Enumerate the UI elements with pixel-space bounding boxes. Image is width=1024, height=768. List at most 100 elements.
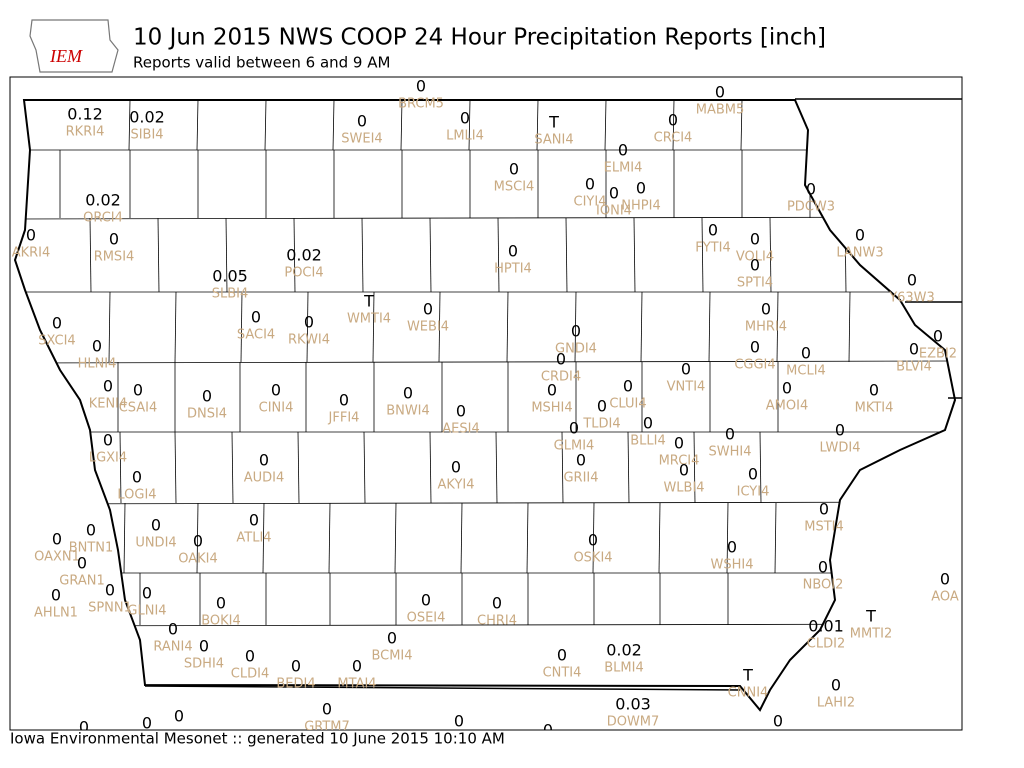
station-id: LANW3 — [836, 246, 883, 261]
station-id: OAKI4 — [178, 552, 218, 567]
county-line — [306, 291, 309, 363]
station-value: 0 — [352, 657, 362, 676]
county-line — [759, 431, 762, 504]
state-borders — [144, 98, 962, 691]
station-value: 0 — [304, 313, 314, 332]
station-value: 0 — [636, 179, 646, 198]
station-value: 0 — [819, 500, 829, 519]
station-value: 0 — [835, 421, 845, 440]
station-id: MABM5 — [696, 103, 745, 118]
county-line — [225, 217, 228, 293]
station-value: 0 — [727, 538, 737, 557]
station-value: 0 — [52, 530, 62, 549]
county-line — [240, 291, 243, 363]
county-line — [400, 100, 403, 151]
station-id: MHRI4 — [745, 320, 787, 335]
station-value: 0 — [193, 532, 203, 551]
county-line — [726, 502, 729, 574]
station-id: SXCI4 — [38, 334, 75, 349]
station-value: 0 — [933, 327, 943, 346]
station-id: FYTI4 — [695, 241, 730, 256]
station-id: SWHI4 — [709, 445, 752, 460]
county-line — [128, 100, 131, 151]
station-id: MCLI4 — [786, 364, 826, 379]
station-id: CINI4 — [259, 401, 294, 416]
station-id: SANI4 — [534, 133, 573, 148]
station-id: DOWM7 — [607, 715, 660, 730]
station-value: 0 — [202, 387, 212, 406]
station-id: LMLI4 — [446, 129, 484, 144]
station-value: 0.02 — [606, 641, 642, 660]
station-id: RKRI4 — [66, 125, 105, 140]
county-line — [526, 502, 529, 574]
county-line — [574, 291, 577, 363]
county-line — [157, 217, 160, 293]
station-id: LOGI4 — [117, 488, 156, 503]
map-frame — [9, 76, 963, 731]
station-id: BLVI4 — [896, 360, 932, 375]
county-line — [361, 217, 364, 293]
county-line — [604, 100, 607, 151]
station-id: WLBI4 — [663, 481, 704, 496]
station-value: 0 — [249, 511, 259, 530]
station-value: 0 — [26, 226, 36, 245]
station-id: GLMI4 — [554, 439, 595, 454]
station-value: 0 — [339, 391, 349, 410]
station-id: SDHI4 — [184, 657, 224, 672]
station-value: T — [363, 292, 374, 311]
station-value: 0 — [557, 646, 567, 665]
station-id: CLUI4 — [609, 397, 646, 412]
county-line — [15, 501, 955, 505]
station-value: 0 — [750, 256, 760, 275]
station-value: 0 — [271, 381, 281, 400]
station-id: SPTI4 — [737, 276, 773, 291]
station-value: 0 — [750, 230, 760, 249]
station-value: 0 — [618, 141, 628, 160]
station-value: 0 — [174, 707, 184, 726]
county-line — [693, 431, 696, 504]
county-line — [174, 431, 177, 504]
station-id: BRCM5 — [398, 97, 444, 112]
station-id: VNTI4 — [667, 380, 706, 395]
station-value: 0 — [909, 340, 919, 359]
station-id: WMTI4 — [347, 312, 391, 327]
station-id: MKTI4 — [855, 401, 894, 416]
station-id: POCI4 — [284, 266, 323, 281]
station-id: NBOI2 — [803, 578, 844, 593]
station-id: SLBI4 — [212, 287, 249, 302]
station-id: WEBI4 — [407, 320, 449, 335]
station-id: RKWI4 — [288, 333, 330, 348]
footer: Iowa Environmental Mesonet :: generated … — [10, 730, 505, 748]
station-id: AOA — [931, 590, 959, 605]
station-id: HLNI4 — [78, 357, 117, 372]
county-line — [15, 360, 955, 364]
station-id: RANI4 — [153, 640, 192, 655]
station-id: SWEI4 — [341, 132, 382, 147]
station-value: 0 — [259, 451, 269, 470]
station-id: BOKI4 — [201, 614, 241, 629]
station-value: 0 — [92, 337, 102, 356]
county-line — [196, 502, 199, 574]
county-line — [438, 291, 441, 363]
station-id: LAHI2 — [817, 696, 855, 711]
station-id: LGXI4 — [89, 451, 127, 466]
station-id: TLDI4 — [582, 417, 620, 432]
station-id: AHLN1 — [34, 606, 78, 621]
county-line — [15, 623, 955, 627]
station-value: 0 — [761, 300, 771, 319]
county-lines — [15, 100, 955, 627]
station-id: BEDI4 — [276, 677, 315, 692]
county-line — [672, 100, 675, 151]
county-line — [293, 217, 296, 293]
station-value: T — [548, 113, 559, 132]
station-value: 0 — [508, 242, 518, 261]
station-value: 0.02 — [85, 191, 121, 210]
station-value: 0.05 — [212, 267, 248, 286]
station-value: 0 — [52, 314, 62, 333]
station-id: OSEI4 — [407, 611, 446, 626]
station-value: 0 — [423, 300, 433, 319]
county-line — [627, 431, 630, 504]
station-value: 0 — [597, 397, 607, 416]
county-line — [740, 100, 743, 151]
